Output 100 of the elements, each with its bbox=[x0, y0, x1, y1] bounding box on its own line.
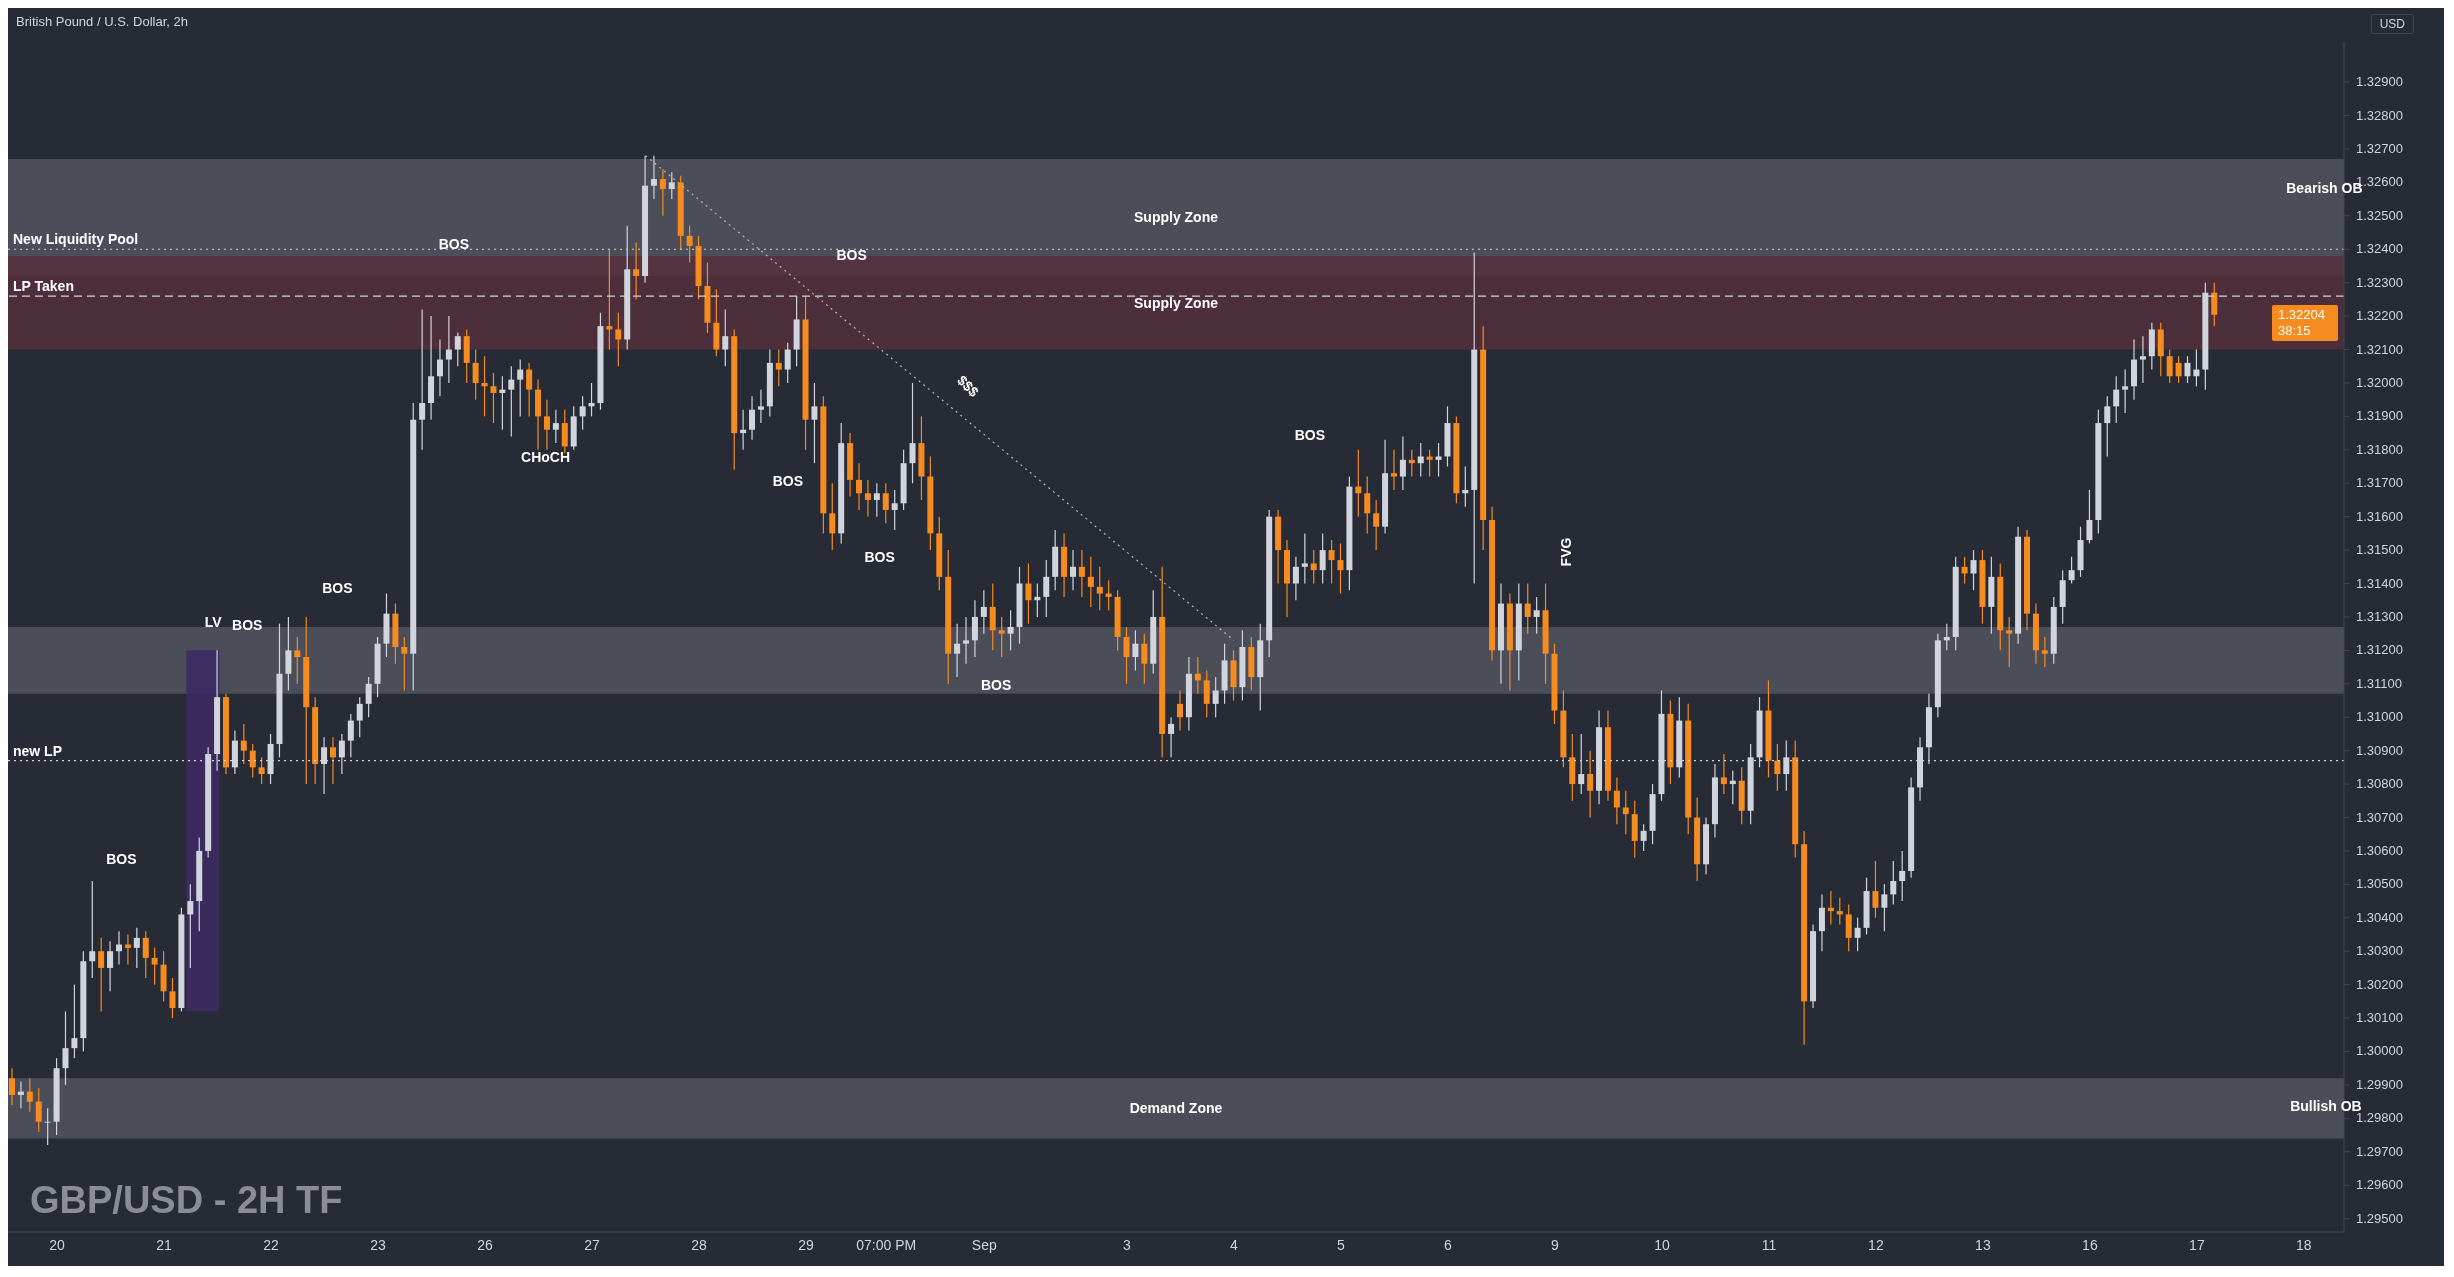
y-tick-label: 1.30600 bbox=[2356, 842, 2403, 858]
band-label: Supply Zone bbox=[1134, 294, 1219, 311]
y-tick-label: 1.30300 bbox=[2356, 943, 2403, 959]
candlestick bbox=[757, 389, 764, 424]
y-tick-label: 1.30700 bbox=[2356, 809, 2403, 825]
y-tick-label: 1.31100 bbox=[2356, 675, 2403, 691]
candlestick bbox=[1961, 556, 1968, 585]
x-tick-label: 28 bbox=[691, 1236, 707, 1253]
candlestick bbox=[588, 382, 595, 417]
x-tick-label: 10 bbox=[1654, 1236, 1670, 1253]
candlestick bbox=[2104, 395, 2111, 458]
candlestick bbox=[998, 616, 1005, 658]
candlestick bbox=[1301, 532, 1308, 585]
candlestick bbox=[419, 308, 426, 451]
candlestick bbox=[882, 482, 889, 524]
annotation: BOS bbox=[980, 676, 1012, 693]
candlestick bbox=[1854, 917, 1861, 952]
candlestick bbox=[1640, 823, 1647, 852]
candlestick bbox=[1390, 449, 1397, 491]
candlestick bbox=[436, 338, 443, 397]
y-tick-label: 1.32000 bbox=[2356, 374, 2403, 390]
candlestick bbox=[1310, 549, 1317, 585]
candlestick bbox=[856, 462, 863, 511]
candlestick bbox=[971, 599, 978, 658]
y-tick-label: 1.32400 bbox=[2356, 241, 2403, 257]
y-tick-label: 1.32100 bbox=[2356, 341, 2403, 357]
candlestick bbox=[1087, 556, 1094, 608]
x-tick-label: 07:00 PM bbox=[856, 1236, 917, 1253]
y-tick-label: 1.32500 bbox=[2356, 207, 2403, 223]
candlestick bbox=[133, 927, 140, 969]
x-tick-label: 12 bbox=[1868, 1236, 1884, 1253]
candlestick bbox=[633, 241, 640, 300]
candlestick bbox=[481, 355, 488, 417]
annotation: BOS bbox=[232, 616, 263, 633]
candlestick bbox=[1533, 596, 1540, 635]
x-tick-label: 11 bbox=[1761, 1236, 1777, 1253]
candlestick bbox=[749, 395, 756, 441]
candlestick bbox=[347, 713, 354, 758]
y-tick-label: 1.30000 bbox=[2356, 1043, 2403, 1059]
candlestick bbox=[89, 880, 96, 979]
y-tick-label: 1.30900 bbox=[2356, 742, 2403, 758]
candlestick bbox=[44, 1107, 51, 1146]
y-axis-title: USD bbox=[2370, 14, 2414, 34]
candlestick bbox=[2006, 616, 2013, 668]
candlestick bbox=[2211, 282, 2218, 327]
candlestick bbox=[1613, 776, 1620, 825]
annotation: 1.32204 bbox=[2278, 306, 2326, 323]
annotation: 38:15 bbox=[2278, 322, 2312, 339]
candlestick bbox=[517, 358, 524, 417]
x-tick-label: 26 bbox=[477, 1236, 493, 1253]
candlestick bbox=[873, 482, 880, 518]
candlestick bbox=[668, 171, 675, 200]
candlestick bbox=[811, 382, 818, 464]
candlestick bbox=[17, 1080, 24, 1109]
candlestick bbox=[115, 930, 122, 966]
candlestick bbox=[454, 332, 461, 367]
candlestick bbox=[722, 308, 729, 367]
y-tick-label: 1.31200 bbox=[2356, 642, 2403, 658]
candlestick bbox=[1587, 750, 1594, 819]
y-tick-label: 1.32200 bbox=[2356, 308, 2403, 324]
candlestick bbox=[606, 248, 613, 351]
candlestick bbox=[2068, 556, 2075, 585]
candlestick bbox=[1524, 582, 1531, 635]
candlestick bbox=[615, 312, 622, 367]
candlestick bbox=[1355, 449, 1362, 518]
candlestick bbox=[62, 1010, 69, 1086]
candlestick bbox=[1168, 716, 1175, 758]
candlestick bbox=[740, 409, 747, 451]
y-tick-label: 1.31700 bbox=[2356, 475, 2403, 491]
y-tick-label: 1.31500 bbox=[2356, 542, 2403, 558]
x-tick-label: 13 bbox=[1975, 1236, 1991, 1253]
candlestick bbox=[1034, 582, 1041, 618]
y-tick-label: 1.32900 bbox=[2356, 74, 2403, 90]
candlestick bbox=[1132, 629, 1139, 672]
candlestick bbox=[989, 582, 996, 651]
candlestick bbox=[1292, 556, 1299, 601]
y-tick-label: 1.29600 bbox=[2356, 1177, 2403, 1193]
candlestick bbox=[579, 395, 586, 431]
candlestick bbox=[1319, 532, 1326, 585]
y-tick-label: 1.30800 bbox=[2356, 776, 2403, 792]
candlestick bbox=[1177, 689, 1183, 732]
candlestick bbox=[187, 883, 194, 969]
candlestick bbox=[356, 696, 363, 738]
x-tick-label: 29 bbox=[798, 1236, 814, 1253]
y-tick-label: 1.30200 bbox=[2356, 976, 2403, 992]
y-tick-label: 1.29700 bbox=[2356, 1143, 2403, 1159]
y-tick-label: 1.32300 bbox=[2356, 274, 2403, 290]
candlestick bbox=[1007, 609, 1014, 651]
candlestick bbox=[552, 409, 559, 444]
x-tick-label: 4 bbox=[1230, 1236, 1239, 1253]
candlestick bbox=[249, 743, 256, 778]
annotation: FVG bbox=[1558, 537, 1575, 567]
annotation: BOS bbox=[106, 851, 137, 867]
candlestick bbox=[1373, 499, 1380, 551]
x-tick-label: Sep bbox=[971, 1236, 997, 1253]
candlestick bbox=[365, 676, 372, 718]
candlestick bbox=[35, 1087, 42, 1133]
candlestick bbox=[71, 984, 78, 1059]
x-tick-label: 27 bbox=[584, 1236, 600, 1253]
y-tick-label: 1.29500 bbox=[2356, 1210, 2403, 1226]
